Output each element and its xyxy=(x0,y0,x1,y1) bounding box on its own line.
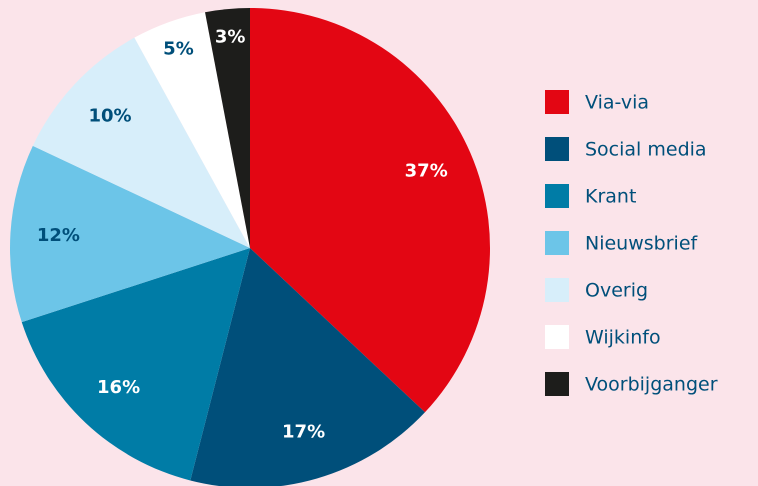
legend-label: Overig xyxy=(585,280,648,302)
slice-label: 16% xyxy=(97,377,140,398)
pie-slice xyxy=(21,248,251,481)
slice-label: 37% xyxy=(405,161,448,182)
legend-label: Wijkinfo xyxy=(585,327,661,349)
slice-label: 5% xyxy=(163,38,194,59)
legend-swatch xyxy=(545,90,569,114)
legend-swatch xyxy=(545,325,569,349)
slice-label: 17% xyxy=(282,421,325,442)
pie-slice xyxy=(205,8,250,248)
legend-label: Nieuwsbrief xyxy=(585,233,699,255)
legend-label: Via-via xyxy=(585,92,649,114)
legend-label: Voorbijganger xyxy=(585,374,718,396)
legend-swatch xyxy=(545,231,569,255)
legend-label: Social media xyxy=(585,139,707,161)
pie-slice xyxy=(250,8,491,413)
legend-swatch xyxy=(545,137,569,161)
pie-slice xyxy=(134,12,250,249)
pie-slice xyxy=(32,37,250,248)
slice-label: 12% xyxy=(37,225,80,246)
legend-swatch xyxy=(545,278,569,302)
pie-slice xyxy=(190,248,425,486)
slice-label: 10% xyxy=(88,106,131,127)
legend-swatch xyxy=(545,372,569,396)
slice-label: 3% xyxy=(215,27,246,48)
legend-swatch xyxy=(545,184,569,208)
legend-label: Krant xyxy=(585,186,636,208)
pie-slice xyxy=(10,145,251,323)
